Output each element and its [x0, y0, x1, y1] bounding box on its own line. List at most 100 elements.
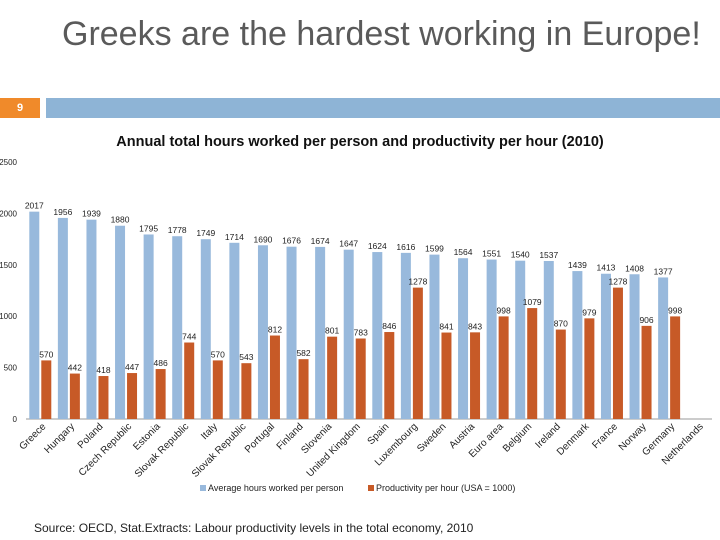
productivity-data-label: 843 — [468, 321, 482, 331]
productivity-data-label: 846 — [382, 321, 396, 331]
hours-bar — [543, 260, 554, 419]
hours-data-label: 1795 — [139, 223, 158, 233]
productivity-data-label: 1278 — [608, 277, 627, 287]
category-label: United Kingdom — [305, 421, 363, 479]
hours-data-label: 1564 — [454, 247, 473, 257]
productivity-data-label: 841 — [439, 322, 453, 332]
hours-bar — [458, 258, 469, 419]
productivity-bar — [641, 325, 652, 419]
legend-label-productivity: Productivity per hour (USA = 1000) — [376, 483, 515, 493]
productivity-data-label: 783 — [354, 328, 368, 338]
chart-title: Annual total hours worked per person and… — [116, 134, 604, 150]
productivity-data-label: 486 — [154, 358, 168, 368]
hours-data-label: 1599 — [425, 244, 444, 254]
hours-bar — [658, 277, 669, 419]
page-number-band — [0, 98, 40, 118]
productivity-data-label: 582 — [296, 348, 310, 358]
category-label: Slovak Republic — [133, 421, 191, 479]
hours-bar — [600, 273, 611, 419]
hours-data-label: 1647 — [339, 239, 358, 249]
category-label: Belgium — [501, 421, 534, 454]
hours-data-label: 1714 — [225, 232, 244, 242]
bar-chart: Annual total hours worked per person and… — [0, 134, 712, 493]
hours-bar — [200, 239, 211, 419]
productivity-bar — [527, 308, 538, 419]
productivity-data-label: 447 — [125, 362, 139, 372]
productivity-data-label: 979 — [582, 307, 596, 317]
source-note: Source: OECD, Stat.Extracts: Labour prod… — [34, 521, 474, 535]
legend-swatch-hours — [200, 485, 206, 491]
y-tick-label: 1000 — [0, 312, 18, 321]
title-divider-band — [46, 98, 720, 118]
productivity-data-label: 442 — [68, 363, 82, 373]
category-label: Denmark — [555, 421, 592, 458]
hours-bar — [143, 234, 154, 419]
hours-data-label: 1690 — [253, 234, 272, 244]
productivity-bar — [41, 360, 52, 419]
productivity-bar — [384, 332, 395, 419]
hours-data-label: 1778 — [168, 225, 187, 235]
hours-data-label: 1377 — [654, 266, 673, 276]
category-label: Hungary — [42, 421, 77, 456]
productivity-bar — [670, 316, 681, 419]
page-number: 9 — [16, 102, 24, 114]
category-label: France — [590, 421, 620, 451]
category-label: Sweden — [415, 421, 448, 454]
hours-data-label: 1749 — [196, 228, 215, 238]
productivity-bar — [584, 318, 595, 419]
y-tick-label: 500 — [4, 364, 18, 373]
hours-bar — [372, 252, 383, 419]
productivity-bar — [212, 360, 223, 419]
hours-bar — [29, 211, 40, 419]
productivity-data-label: 998 — [497, 305, 511, 315]
productivity-bar — [184, 342, 195, 419]
productivity-data-label: 570 — [211, 349, 225, 359]
hours-data-label: 1439 — [568, 260, 587, 270]
legend-swatch-productivity — [368, 485, 374, 491]
hours-data-label: 2017 — [25, 201, 44, 211]
hours-data-label: 1624 — [368, 241, 387, 251]
productivity-data-label: 801 — [325, 326, 339, 336]
hours-bar — [57, 217, 68, 419]
productivity-bar — [241, 363, 252, 419]
hours-bar — [486, 259, 497, 419]
hours-data-label: 1616 — [396, 242, 415, 252]
y-tick-label: 2000 — [0, 209, 18, 218]
productivity-data-label: 744 — [182, 332, 196, 342]
productivity-bar — [98, 376, 109, 419]
hours-bar — [400, 252, 411, 419]
hours-bar — [86, 219, 97, 419]
hours-data-label: 1676 — [282, 236, 301, 246]
category-label: Spain — [366, 421, 392, 447]
productivity-bar — [327, 336, 338, 419]
y-tick-label: 1500 — [0, 261, 18, 270]
productivity-data-label: 570 — [39, 349, 53, 359]
productivity-bar — [127, 373, 138, 419]
productivity-data-label: 543 — [239, 352, 253, 362]
hours-bar — [515, 260, 526, 419]
hours-data-label: 1540 — [511, 250, 530, 260]
productivity-data-label: 998 — [668, 305, 682, 315]
hours-data-label: 1939 — [82, 209, 101, 219]
productivity-data-label: 812 — [268, 325, 282, 335]
category-label: Czech Republic — [77, 421, 134, 478]
hours-bar — [172, 236, 183, 419]
productivity-bar — [612, 287, 623, 419]
category-label: Italy — [199, 421, 220, 442]
hours-bar — [572, 271, 583, 419]
hours-data-label: 1674 — [311, 236, 330, 246]
category-label: Slovak Republic — [190, 421, 248, 479]
productivity-bar — [441, 332, 452, 419]
productivity-data-label: 870 — [554, 319, 568, 329]
productivity-data-label: 1079 — [523, 297, 542, 307]
hours-bar — [343, 249, 354, 419]
productivity-bar — [412, 287, 423, 419]
hours-data-label: 1956 — [53, 207, 72, 217]
productivity-bar — [470, 332, 481, 419]
hours-bar — [315, 246, 326, 419]
productivity-bar — [298, 359, 309, 419]
hours-data-label: 1551 — [482, 249, 501, 259]
productivity-bar — [498, 316, 509, 419]
hours-data-label: 1537 — [539, 250, 558, 260]
productivity-data-label: 906 — [639, 315, 653, 325]
